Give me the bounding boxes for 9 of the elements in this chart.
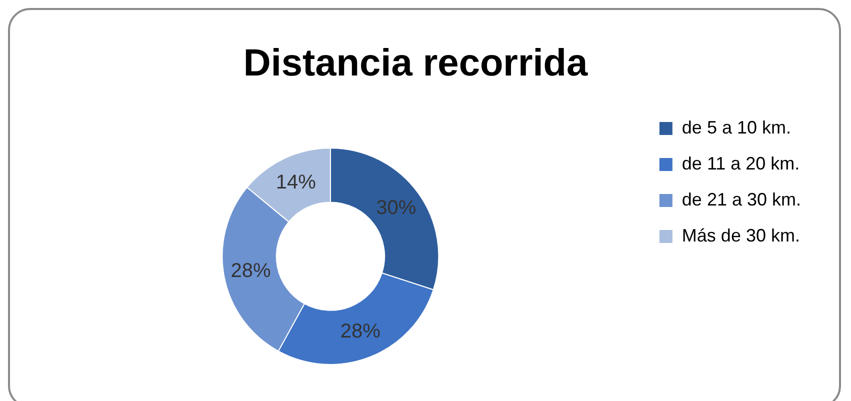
legend-label: de 11 a 20 km.	[682, 153, 800, 174]
data-label: 30%	[376, 197, 416, 220]
legend-label: Más de 30 km.	[682, 225, 800, 246]
data-label: 28%	[340, 320, 381, 342]
data-label: 14%	[276, 171, 316, 194]
data-label: 28%	[230, 260, 271, 282]
legend-label: de 21 a 30 km.	[682, 189, 802, 210]
legend-label: de 5 a 10 km.	[682, 117, 792, 138]
chart-title: Distancia recorrida	[243, 42, 588, 84]
